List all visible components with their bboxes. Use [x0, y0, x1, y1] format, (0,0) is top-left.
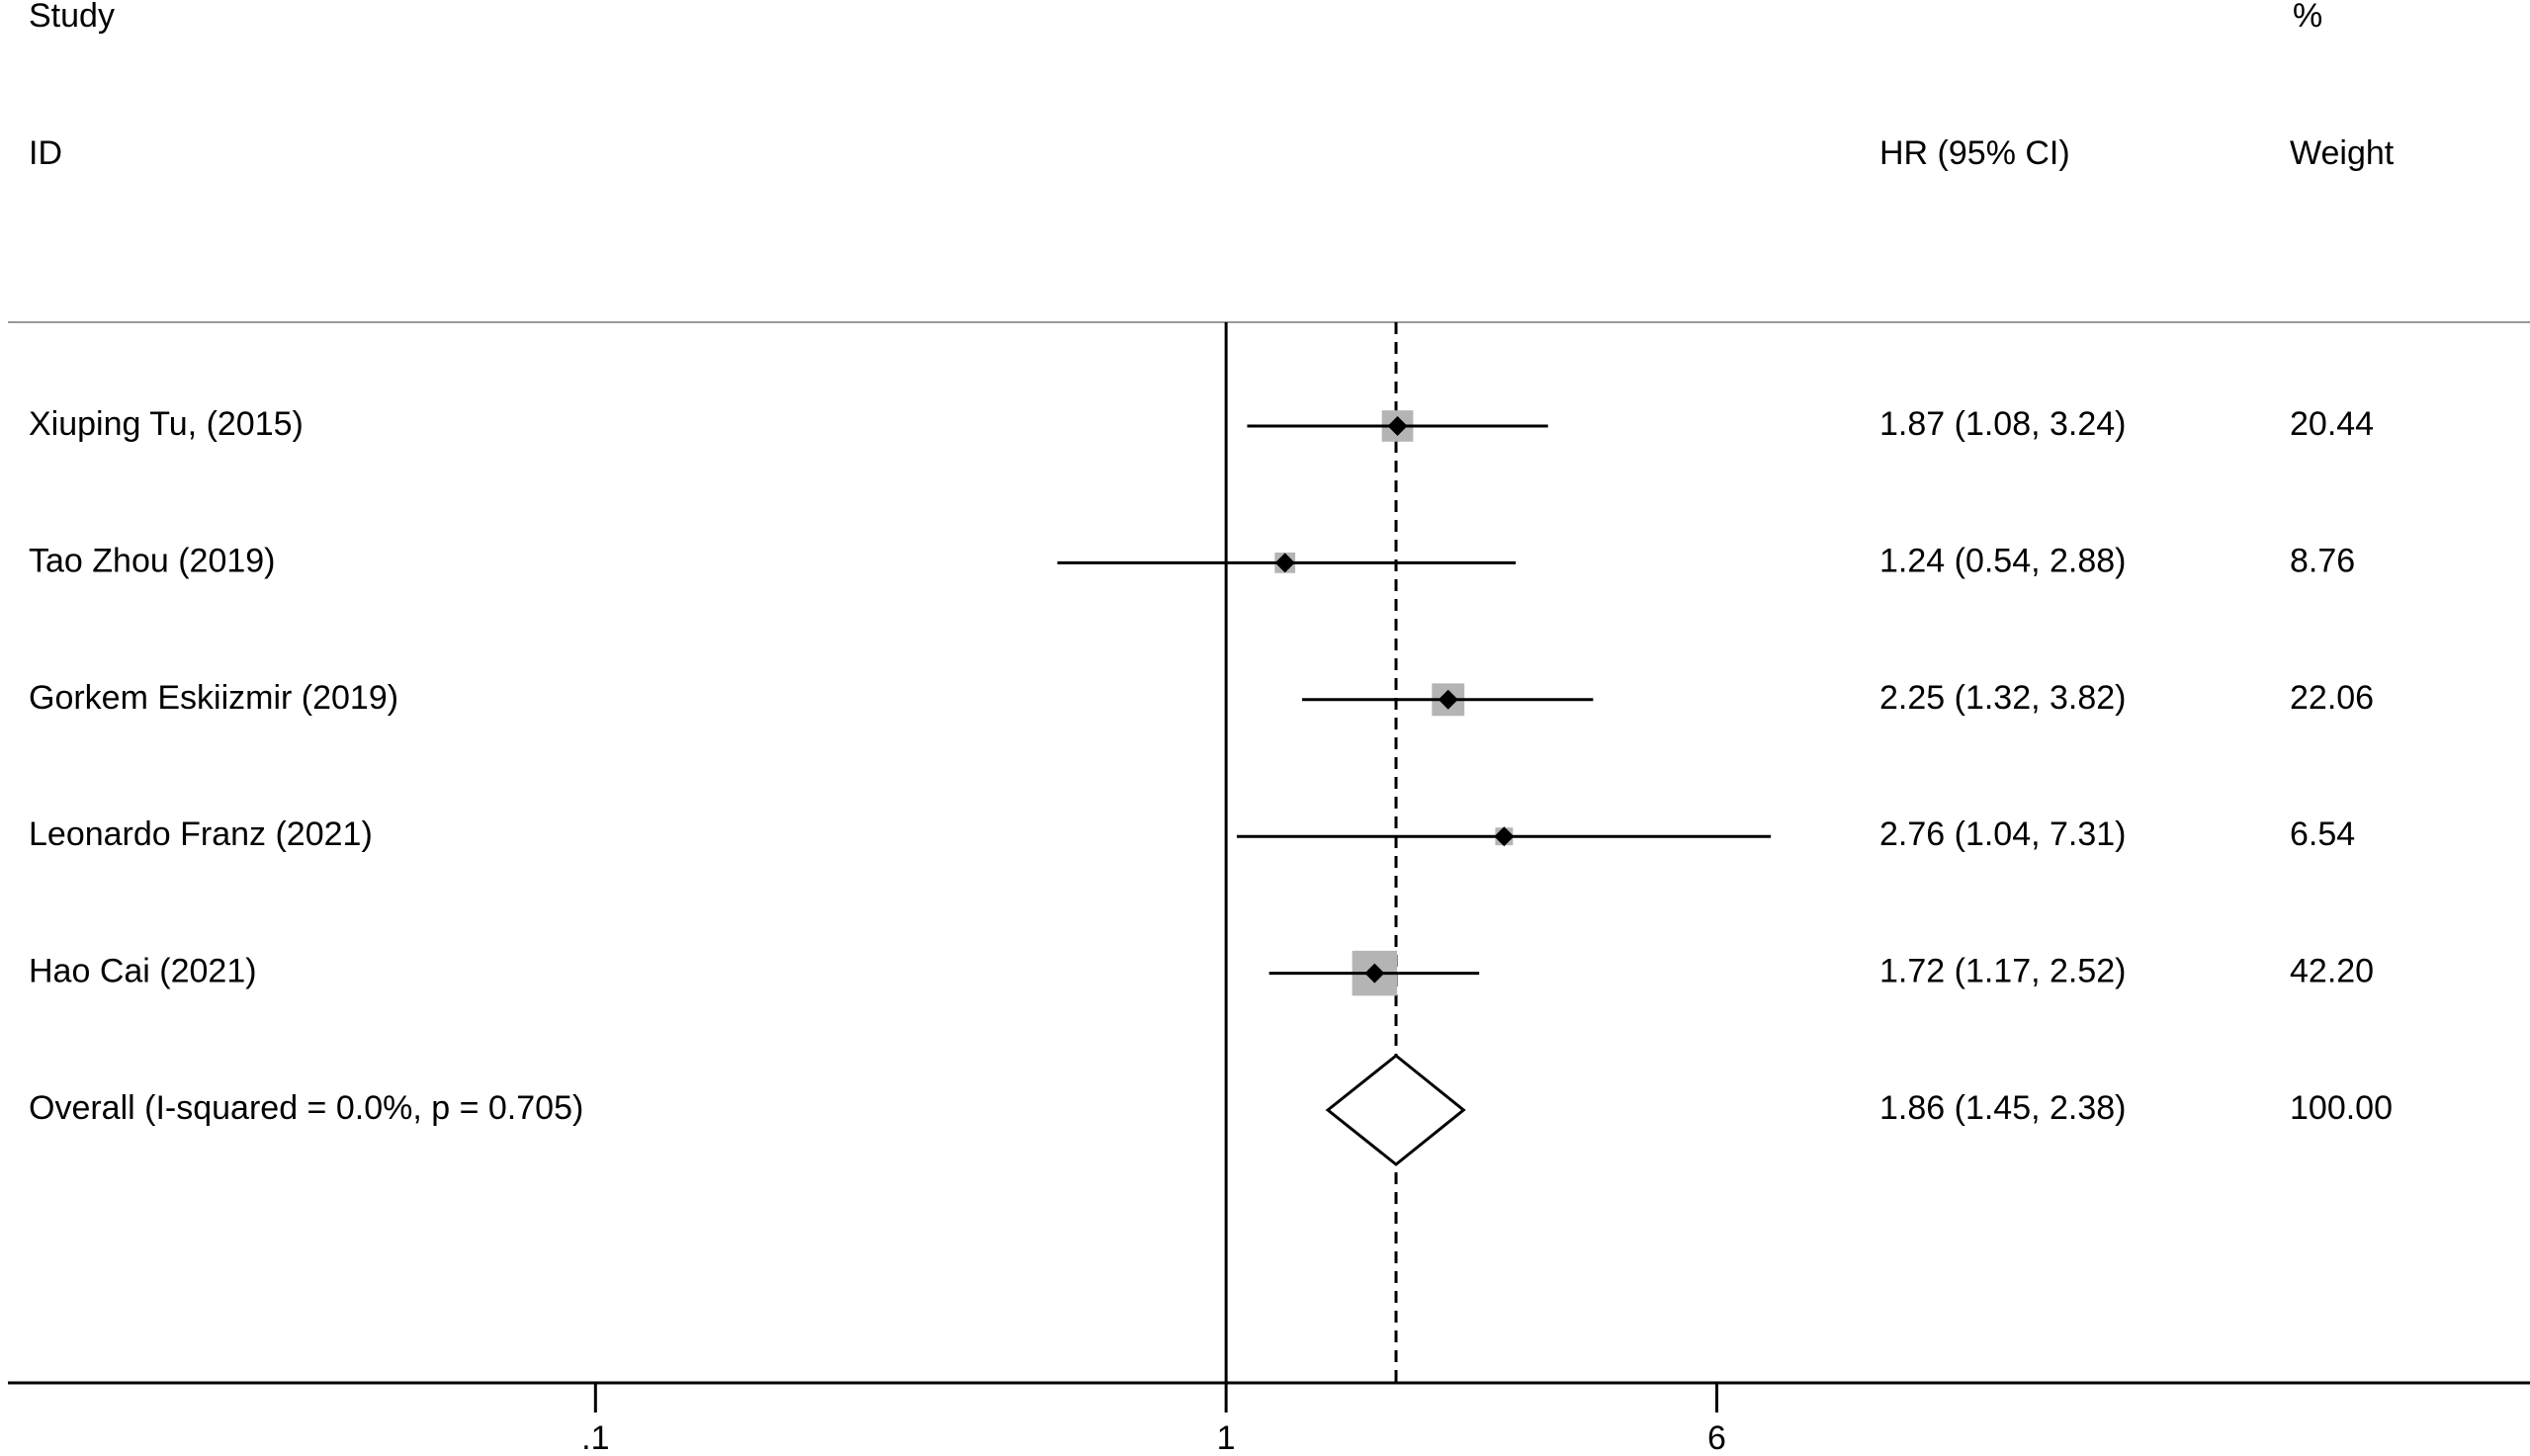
study-label: Leonardo Franz (2021) [29, 815, 373, 853]
x-tick-label: 1 [1217, 1419, 1236, 1456]
point-estimate [1364, 963, 1385, 984]
point-estimate [1387, 416, 1408, 436]
overall-weight: 100.00 [2290, 1089, 2393, 1127]
effect-label: 1.87 (1.08, 3.24) [1879, 405, 2127, 443]
weight-label: 8.76 [2290, 542, 2355, 579]
header-percent: % [2293, 0, 2322, 35]
effect-label: 2.76 (1.04, 7.31) [1879, 815, 2127, 853]
weight-label: 22.06 [2290, 679, 2374, 717]
point-estimate [1494, 826, 1515, 847]
header-effect: HR (95% CI) [1879, 134, 2070, 172]
point-estimate [1438, 689, 1458, 710]
study-label: Gorkem Eskiizmir (2019) [29, 679, 398, 717]
study-label: Tao Zhou (2019) [29, 542, 276, 579]
weight-label: 6.54 [2290, 815, 2355, 853]
point-estimate [1274, 553, 1295, 573]
effect-label: 1.72 (1.17, 2.52) [1879, 953, 2127, 990]
study-label: Xiuping Tu, (2015) [29, 405, 304, 443]
overall-label: Overall (I-squared = 0.0%, p = 0.705) [29, 1089, 583, 1127]
x-tick-label: .1 [581, 1419, 609, 1456]
effect-label: 2.25 (1.32, 3.82) [1879, 679, 2127, 717]
header-id: ID [29, 134, 62, 172]
weight-label: 42.20 [2290, 953, 2374, 990]
overall-effect: 1.86 (1.45, 2.38) [1879, 1089, 2127, 1127]
study-label: Hao Cai (2021) [29, 953, 257, 990]
weight-label: 20.44 [2290, 405, 2374, 443]
effect-label: 1.24 (0.54, 2.88) [1879, 542, 2127, 579]
header-study: Study [29, 0, 115, 35]
x-tick-label: 6 [1707, 1419, 1726, 1456]
header-weight: Weight [2290, 134, 2395, 172]
overall-diamond [1325, 1054, 1466, 1166]
